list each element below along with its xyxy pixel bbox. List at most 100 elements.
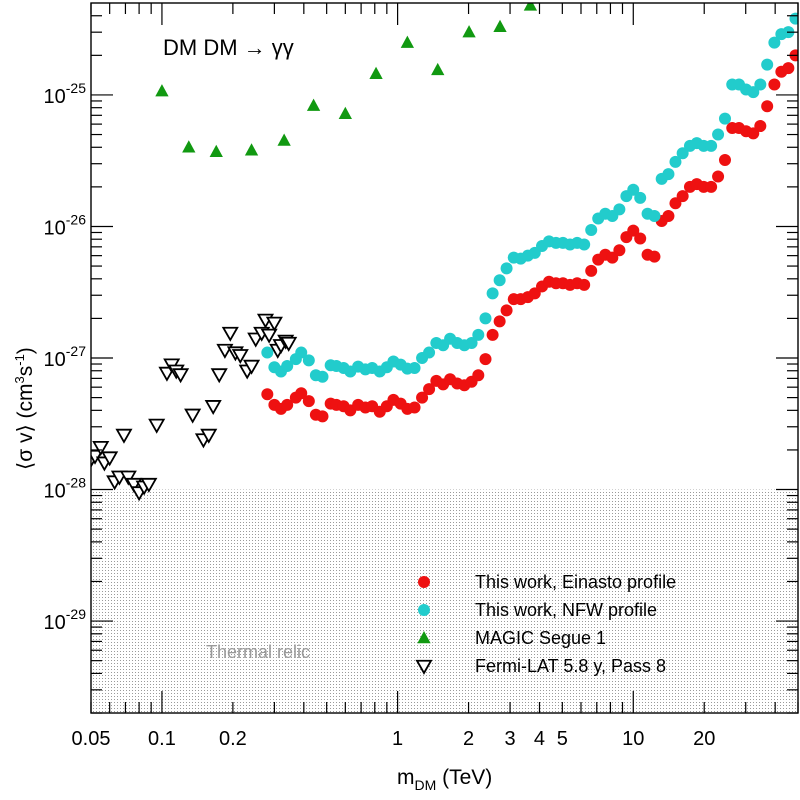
data-point	[281, 398, 294, 411]
thermal-relic-band	[91, 489, 798, 713]
data-point	[754, 78, 767, 91]
y-tick-label: 10-26	[44, 211, 87, 239]
x-tick-labels: 0.05 0.1 0.2 1 2 3 4 5 10 20	[72, 728, 716, 750]
data-point	[479, 353, 492, 366]
legend: This work, Einasto profile This work, NFW…	[415, 572, 676, 676]
thermal-relic-fill	[91, 489, 798, 713]
data-point	[712, 170, 725, 183]
data-point	[184, 408, 202, 424]
data-point	[718, 154, 731, 167]
data-point	[634, 232, 647, 245]
data-point	[416, 391, 429, 404]
series-3	[91, 313, 298, 502]
data-points	[91, 3, 798, 502]
data-point	[295, 346, 308, 359]
data-point	[472, 328, 485, 341]
legend-label: This work, Einasto profile	[475, 572, 676, 592]
data-point	[231, 349, 249, 365]
x-tick-label: 3	[504, 728, 515, 750]
data-point	[662, 168, 675, 181]
data-point	[261, 388, 274, 401]
data-point	[662, 210, 675, 223]
data-point	[634, 191, 647, 204]
data-point	[400, 35, 415, 48]
data-point	[200, 428, 218, 444]
series-0	[261, 49, 798, 423]
series-1	[261, 12, 798, 383]
data-point	[761, 100, 774, 113]
data-point	[277, 133, 291, 146]
y-axis-title: ⟨σ v⟩ (cm3s-1)	[12, 347, 37, 470]
data-point	[172, 368, 190, 384]
data-point	[754, 120, 767, 133]
data-point	[260, 328, 278, 344]
data-point	[306, 98, 321, 111]
axis-ticks	[90, 3, 799, 714]
data-point	[472, 369, 485, 382]
data-point	[369, 66, 383, 79]
data-point	[613, 203, 626, 216]
data-point	[423, 383, 436, 396]
legend-label: This work, NFW profile	[475, 600, 657, 620]
data-point	[493, 19, 507, 32]
data-point	[302, 395, 315, 408]
x-tick-label: 10	[622, 728, 644, 750]
data-point	[462, 25, 476, 38]
data-point	[316, 370, 329, 383]
x-tick-label: 4	[534, 728, 545, 750]
data-point	[182, 140, 196, 153]
data-point	[265, 316, 283, 332]
data-point	[408, 401, 421, 414]
data-point	[119, 470, 137, 486]
process-annotation: DM DM → γγ	[163, 35, 294, 60]
data-point	[782, 62, 795, 75]
data-point	[768, 78, 781, 91]
data-point	[648, 210, 661, 223]
data-point	[210, 368, 228, 384]
data-point	[148, 418, 166, 434]
data-point	[431, 62, 445, 76]
data-point	[648, 250, 661, 263]
data-point	[209, 144, 223, 157]
data-point	[523, 3, 538, 11]
data-point	[479, 312, 492, 325]
y-tick-label: 10-28	[44, 475, 87, 503]
y-tick-label: 10-27	[44, 343, 87, 371]
data-point	[500, 262, 513, 275]
data-point	[676, 190, 689, 203]
data-point	[486, 287, 499, 300]
data-point	[486, 328, 499, 341]
data-point	[101, 451, 119, 467]
data-point	[465, 337, 478, 350]
legend-label: MAGIC Segue 1	[475, 628, 606, 648]
data-point	[712, 128, 725, 141]
data-point	[705, 139, 718, 152]
thermal-relic-label: Thermal relic	[206, 642, 310, 662]
data-point	[627, 183, 640, 196]
data-point	[204, 400, 222, 416]
data-point	[676, 147, 689, 160]
data-point	[493, 274, 506, 287]
x-tick-label: 0.2	[219, 728, 247, 750]
data-point	[281, 359, 294, 372]
legend-marker	[418, 576, 430, 588]
data-point	[155, 84, 169, 97]
data-point	[627, 224, 640, 237]
x-tick-label: 0.05	[72, 728, 111, 750]
data-point	[761, 58, 774, 71]
data-point	[705, 180, 718, 193]
y-tick-label: 10-29	[44, 606, 87, 634]
data-point	[578, 278, 591, 291]
data-point	[585, 264, 598, 277]
data-point	[585, 224, 598, 237]
x-tick-label: 1	[392, 728, 403, 750]
data-point	[280, 336, 298, 352]
data-point	[302, 354, 315, 367]
legend-marker	[417, 631, 431, 644]
data-point	[669, 155, 682, 168]
x-tick-label: 20	[693, 728, 715, 750]
data-point	[221, 326, 239, 342]
data-point	[718, 112, 731, 125]
data-point	[261, 346, 274, 359]
